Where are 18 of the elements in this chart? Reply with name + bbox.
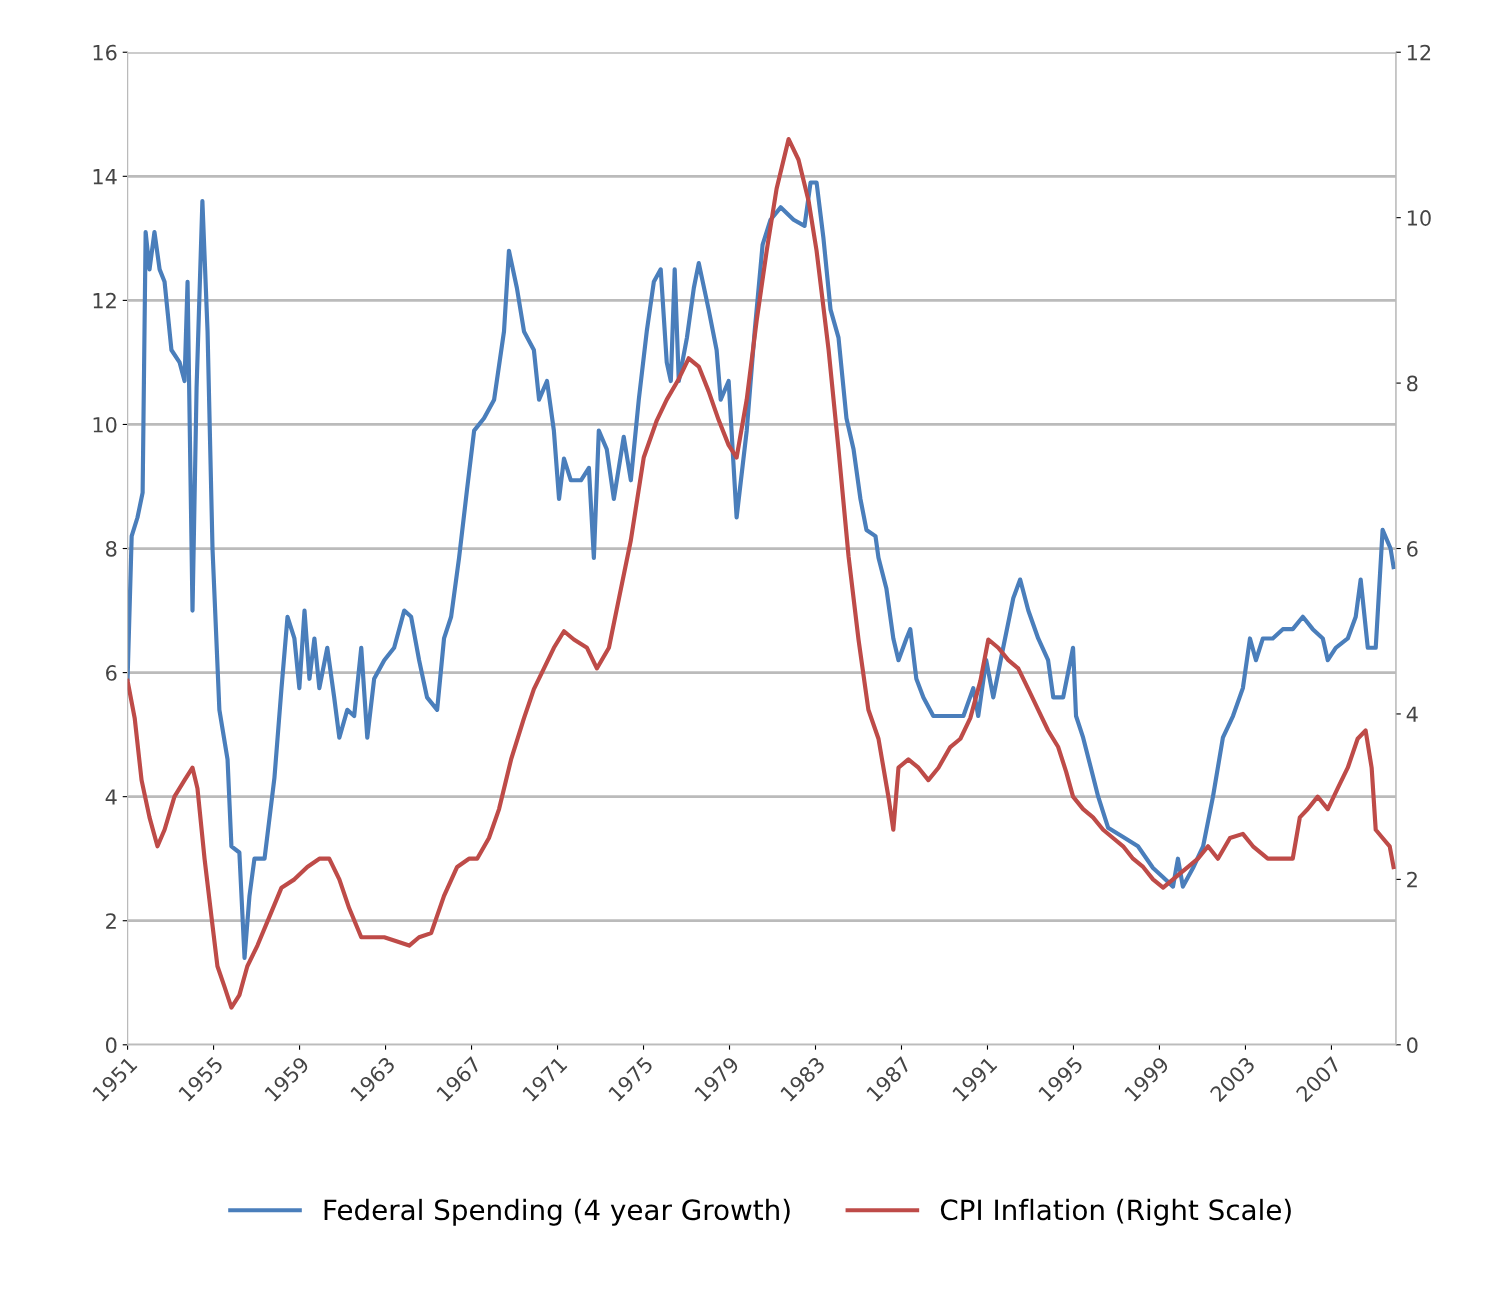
- y2-tick-label: 0: [1407, 1037, 1418, 1054]
- y-tick-label: 16: [93, 44, 117, 61]
- y-tick-label: 2: [106, 913, 116, 929]
- y2-tick-label: 12: [1407, 44, 1431, 61]
- y-tick-label: 4: [105, 789, 117, 805]
- legend-label: CPI Inflation (Right Scale): [940, 1198, 1291, 1226]
- y-tick-label: 14: [93, 169, 117, 185]
- y-tick-label: 8: [106, 540, 117, 557]
- y-tick-label: 6: [106, 665, 117, 681]
- y-tick-label: 10: [93, 416, 117, 433]
- legend-label: Federal Spending (4 year Growth): [324, 1198, 790, 1226]
- y-tick-label: 12: [93, 292, 116, 309]
- y2-tick-label: 8: [1407, 375, 1418, 392]
- y2-tick-label: 6: [1407, 540, 1418, 557]
- y2-tick-label: 10: [1407, 210, 1431, 226]
- y-tick-label: 0: [105, 1037, 117, 1054]
- y2-tick-label: 2: [1407, 871, 1417, 888]
- y2-tick-label: 4: [1406, 706, 1418, 722]
